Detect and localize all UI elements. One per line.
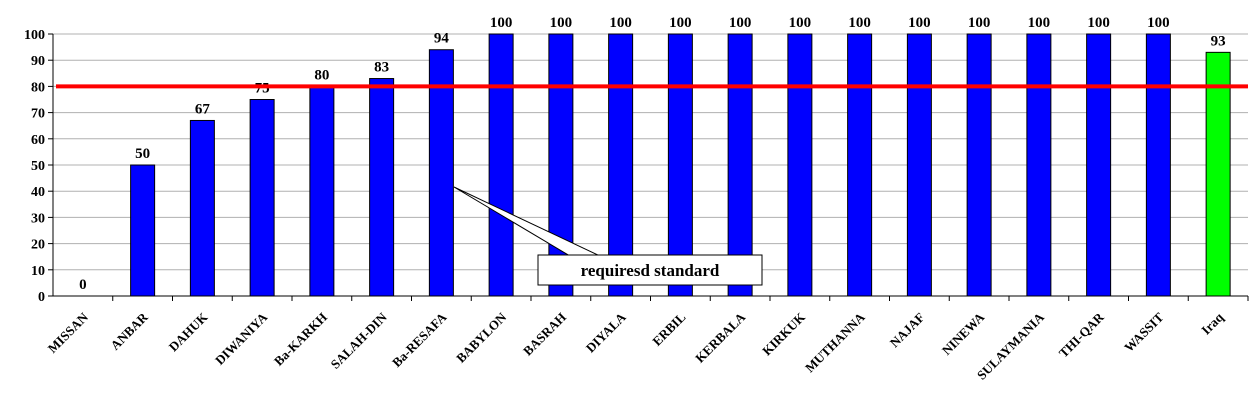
bar-ba-resafa: [428, 49, 454, 297]
callout-label: requiresd standard: [581, 261, 720, 280]
bar-najaf: [906, 33, 932, 297]
category-label: NAJAF: [887, 309, 928, 350]
category-label: MUTHANNA: [802, 309, 868, 375]
category-label: SALAH-DIN: [328, 309, 391, 372]
y-tick-label: 30: [31, 211, 45, 226]
category-label: WASSIT: [1121, 309, 1167, 355]
bar-thi-qar: [1086, 33, 1112, 297]
bar-babylon: [488, 33, 514, 297]
callout-box: [537, 254, 763, 286]
y-tick-label: 10: [31, 264, 45, 279]
data-label: 100: [490, 15, 513, 31]
data-label: 83: [374, 60, 389, 76]
y-tick-label: 20: [31, 238, 45, 253]
bar-sulaymania: [1026, 33, 1052, 297]
category-label: BABYLON: [453, 309, 509, 365]
bar-diwaniya: [249, 99, 275, 297]
data-label: 100: [609, 15, 632, 31]
category-label: DAHUK: [166, 309, 211, 354]
data-label: 100: [550, 15, 573, 31]
data-labels: 0 50 67 75 80 83 94 100 100 100 100 100 100 100 100 100…: [79, 15, 1226, 293]
category-label: Ba-KARKH: [271, 310, 330, 369]
category-label: BASRAH: [520, 310, 569, 359]
category-label: DIWANIYA: [212, 309, 271, 368]
category-label: KERBALA: [692, 309, 748, 365]
category-label: KIRKUK: [759, 309, 809, 359]
data-label: 100: [908, 15, 931, 31]
category-label: Ba-RESAFA: [389, 309, 450, 370]
y-tick-label: 40: [31, 185, 45, 200]
data-label: 50: [135, 146, 150, 162]
data-label: 80: [314, 67, 329, 83]
bar-diyala: [608, 33, 634, 297]
data-label: 100: [729, 15, 752, 31]
y-tick-label: 100: [24, 28, 45, 43]
callout: requiresd standard: [453, 186, 763, 286]
y-tick-label: 70: [31, 107, 45, 122]
bar-salah-din: [369, 78, 395, 297]
y-tick-label: 80: [31, 80, 45, 95]
bar-erbil: [667, 33, 693, 297]
bars: [130, 33, 1231, 297]
bar-ninewa: [966, 33, 992, 297]
y-tick-label: 50: [31, 159, 45, 174]
bar-kerbala: [727, 33, 753, 297]
y-tick-label: 60: [31, 133, 45, 148]
bar-dahuk: [189, 119, 215, 297]
data-label: 100: [1147, 15, 1170, 31]
bar-kirkuk: [787, 33, 813, 297]
callout-pointer: [453, 186, 601, 257]
category-label: ERBIL: [649, 309, 688, 348]
data-label: 94: [434, 31, 450, 47]
category-label: ANBAR: [107, 309, 151, 353]
category-label: Iraq: [1198, 309, 1227, 338]
data-label: 75: [255, 81, 270, 97]
data-label: 100: [848, 15, 871, 31]
data-label: 100: [669, 15, 692, 31]
bar-iraq: [1205, 51, 1231, 297]
category-label: NINEWA: [939, 309, 988, 358]
y-tick-label: 90: [31, 54, 45, 69]
data-label: 100: [789, 15, 812, 31]
bar-muthanna: [847, 33, 873, 297]
y-tick-label: 0: [38, 290, 45, 305]
data-label: 0: [79, 277, 87, 293]
data-label: 93: [1211, 33, 1226, 49]
category-label: MISSAN: [45, 309, 92, 356]
x-axis: MISSAN ANBAR DAHUK DIWANIYA Ba-KARKHSALAH-DI…: [45, 295, 1249, 383]
data-label: 100: [968, 15, 991, 31]
bar-anbar: [130, 164, 156, 297]
category-label: DIYALA: [583, 309, 629, 355]
data-label: 100: [1087, 15, 1110, 31]
y-axis: 0 10 20 30 40 50 60 70 80 90 100: [24, 28, 54, 305]
data-label: 100: [1028, 15, 1051, 31]
category-label: THI-QAR: [1056, 309, 1107, 360]
bar-wassit: [1145, 33, 1171, 297]
bar-ba-karkh: [309, 85, 335, 297]
data-label: 67: [195, 101, 211, 117]
